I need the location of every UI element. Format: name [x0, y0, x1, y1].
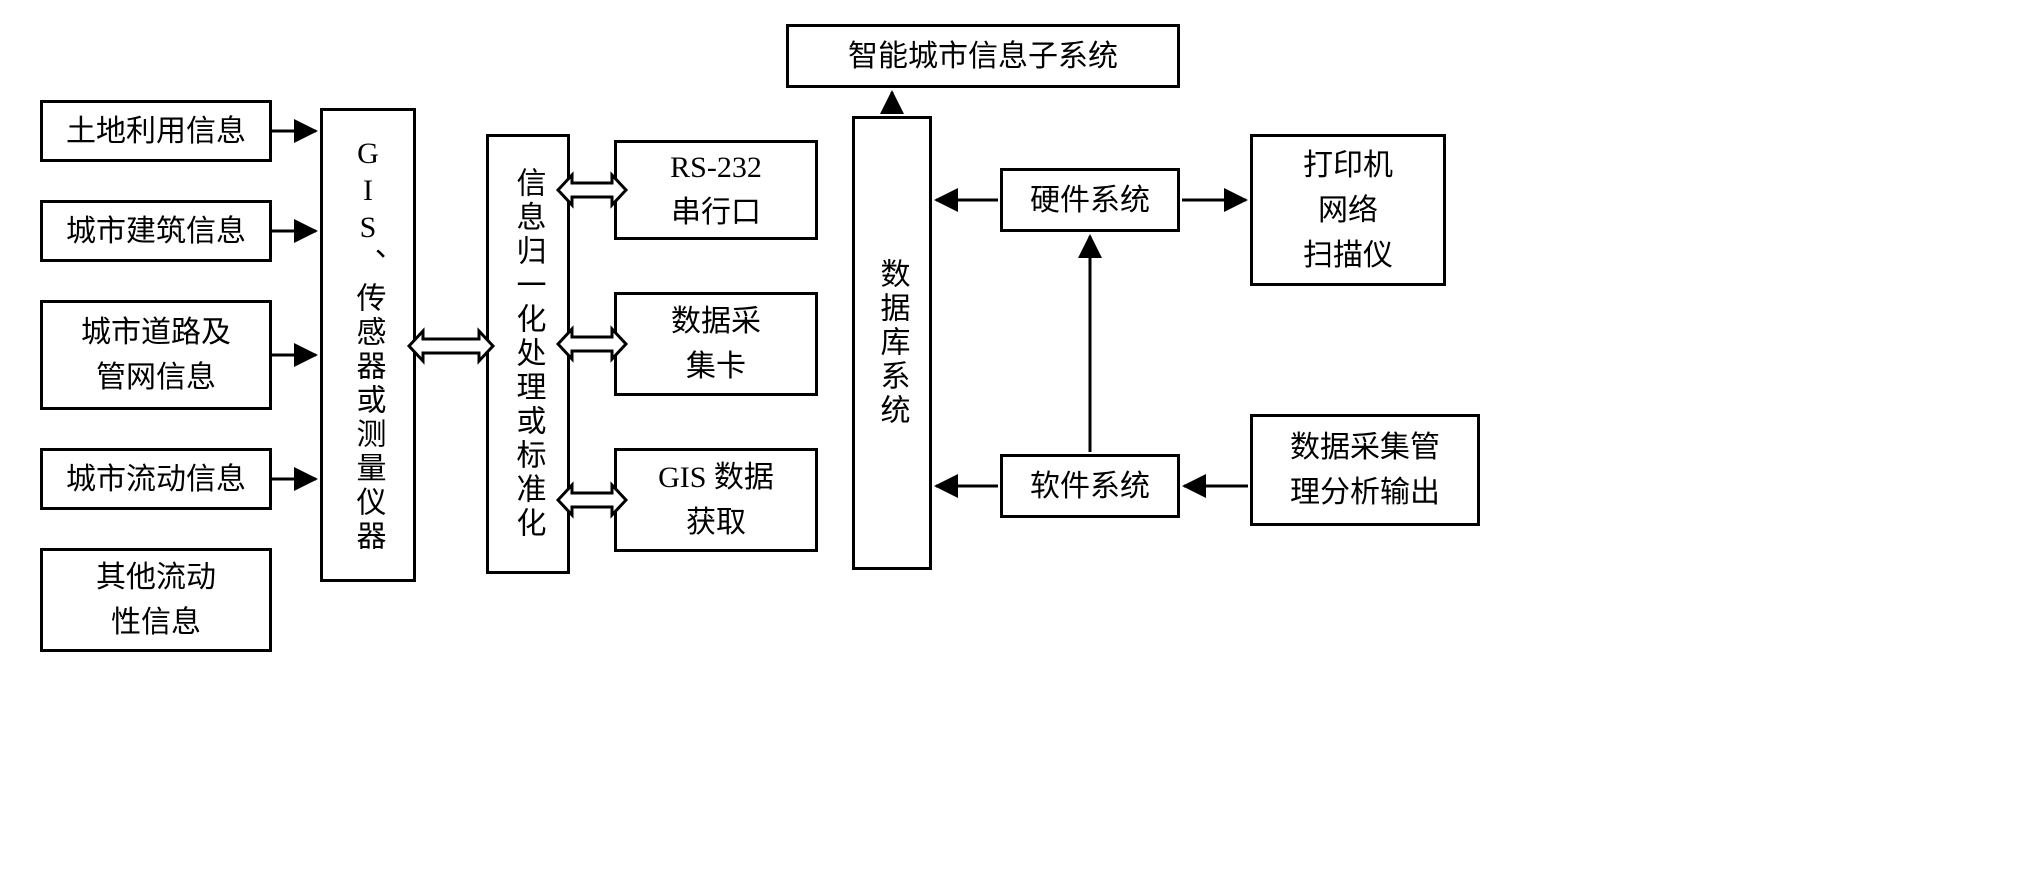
node-in4: 城市流动信息 [40, 448, 272, 510]
node-out: 数据采集管 理分析输出 [1250, 414, 1480, 526]
node-in2: 城市建筑信息 [40, 200, 272, 262]
node-in1: 土地利用信息 [40, 100, 272, 162]
node-db: 数据库系统 [852, 116, 932, 570]
node-norm: 信息归一化处理或标准化 [486, 134, 570, 574]
node-daq: 数据采 集卡 [614, 292, 818, 396]
node-hw: 硬件系统 [1000, 168, 1180, 232]
node-label: 数据库系统 [870, 258, 915, 428]
node-sw: 软件系统 [1000, 454, 1180, 518]
arrows-layer [0, 0, 2028, 884]
node-label: 智能城市信息子系统 [848, 34, 1118, 79]
node-label: 土地利用信息 [66, 109, 246, 154]
node-label: 数据采集管 理分析输出 [1290, 425, 1440, 515]
arrow-hollow-double [409, 331, 493, 361]
node-label: 城市建筑信息 [66, 209, 246, 254]
node-label: GIS、传感器或测量仪器 [346, 137, 391, 554]
node-top: 智能城市信息子系统 [786, 24, 1180, 88]
node-gisdata: GIS 数据 获取 [614, 448, 818, 552]
node-label: 打印机 网络 扫描仪 [1303, 143, 1393, 278]
node-label: 信息归一化处理或标准化 [506, 167, 551, 541]
node-label: 其他流动 性信息 [96, 555, 216, 645]
node-in3: 城市道路及 管网信息 [40, 300, 272, 410]
node-gis: GIS、传感器或测量仪器 [320, 108, 416, 582]
node-periph: 打印机 网络 扫描仪 [1250, 134, 1446, 286]
node-label: RS-232 串行口 [670, 145, 762, 235]
node-label: 硬件系统 [1030, 178, 1150, 223]
node-label: 城市流动信息 [66, 457, 246, 502]
node-label: 数据采 集卡 [671, 299, 761, 389]
node-in5: 其他流动 性信息 [40, 548, 272, 652]
node-label: GIS 数据 获取 [658, 455, 774, 545]
node-label: 软件系统 [1030, 464, 1150, 509]
node-label: 城市道路及 管网信息 [81, 310, 231, 400]
node-rs232: RS-232 串行口 [614, 140, 818, 240]
